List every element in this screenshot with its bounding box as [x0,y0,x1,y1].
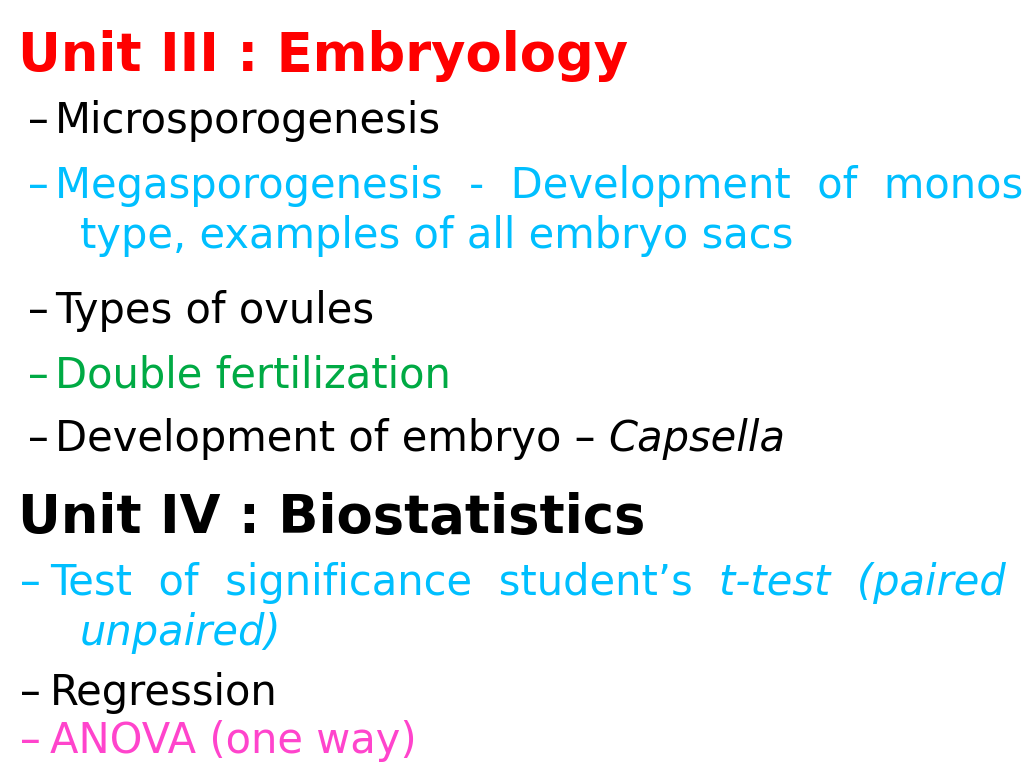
Text: –: – [28,418,49,460]
Text: Unit IV : Biostatistics: Unit IV : Biostatistics [18,492,645,544]
Text: Test  of  significance  student’s: Test of significance student’s [50,562,719,604]
Text: Capsella: Capsella [608,418,785,460]
Text: unpaired): unpaired) [80,612,282,654]
Text: t-test  (paired  and: t-test (paired and [719,562,1024,604]
Text: type, examples of all embryo sacs: type, examples of all embryo sacs [80,215,794,257]
Text: Megasporogenesis  -  Development  of  monosporic: Megasporogenesis - Development of monosp… [55,165,1024,207]
Text: Regression: Regression [50,672,278,714]
Text: –: – [20,672,41,714]
Text: Unit III : Embryology: Unit III : Embryology [18,30,628,82]
Text: –: – [20,720,41,762]
Text: Microsporogenesis: Microsporogenesis [55,100,441,142]
Text: Types of ovules: Types of ovules [55,290,374,332]
Text: –: – [28,165,49,207]
Text: –: – [28,100,49,142]
Text: –: – [20,562,41,604]
Text: –: – [28,290,49,332]
Text: ANOVA (one way): ANOVA (one way) [50,720,417,762]
Text: Development of embryo –: Development of embryo – [55,418,608,460]
Text: Double fertilization: Double fertilization [55,355,451,397]
Text: –: – [28,355,49,397]
